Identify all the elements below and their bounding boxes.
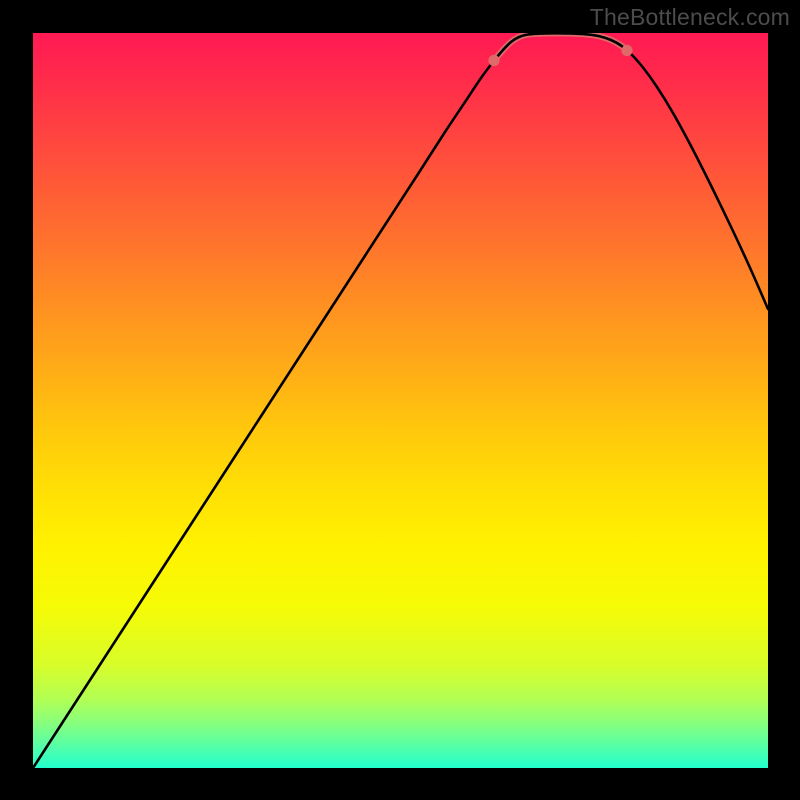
gradient-background: [33, 33, 768, 768]
range-start-dot: [488, 55, 499, 66]
watermark-text: TheBottleneck.com: [590, 4, 790, 31]
range-end-dot: [621, 45, 632, 56]
chart-frame: TheBottleneck.com: [0, 0, 800, 800]
plot-svg: [33, 33, 768, 768]
plot-area: [33, 33, 768, 768]
